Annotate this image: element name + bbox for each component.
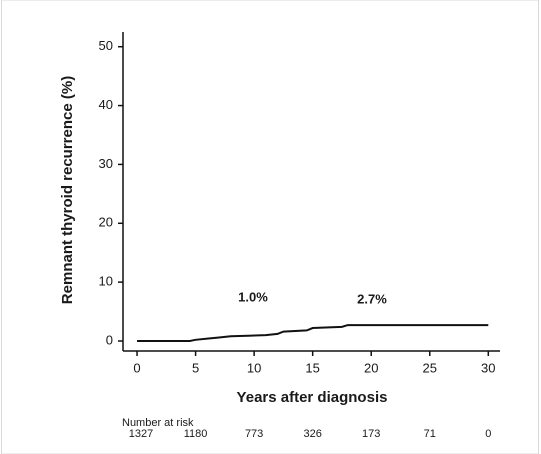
y-tick-label: 50 [99,38,113,53]
survival-line [137,324,489,342]
x-tick-label: 30 [481,360,495,375]
risk-count: 326 [303,428,321,440]
x-tick-label: 20 [364,360,378,375]
risk-count: 1327 [129,428,153,440]
x-axis-title: Years after diagnosis [237,389,388,406]
x-tick-label: 0 [133,360,140,375]
risk-count: 0 [485,428,491,440]
y-tick-label: 20 [99,215,113,230]
annotation: 1.0% [238,289,268,304]
x-tick-label: 25 [423,360,437,375]
risk-count: 773 [245,428,263,440]
x-tick-label: 10 [247,360,261,375]
risk-count: 173 [362,428,380,440]
risk-count: 71 [424,428,436,440]
x-tick-label: 5 [192,360,199,375]
y-tick-label: 0 [106,332,113,347]
risk-table-label: Number at risk [122,417,194,429]
x-tick-label: 15 [305,360,319,375]
y-tick-label: 10 [99,274,113,289]
risk-count: 1180 [184,428,208,440]
y-axis-title: Remnant thyroid recurrence (%) [59,76,76,304]
annotation: 2.7% [357,291,387,306]
y-tick-label: 40 [99,97,113,112]
y-tick-label: 30 [99,156,113,171]
